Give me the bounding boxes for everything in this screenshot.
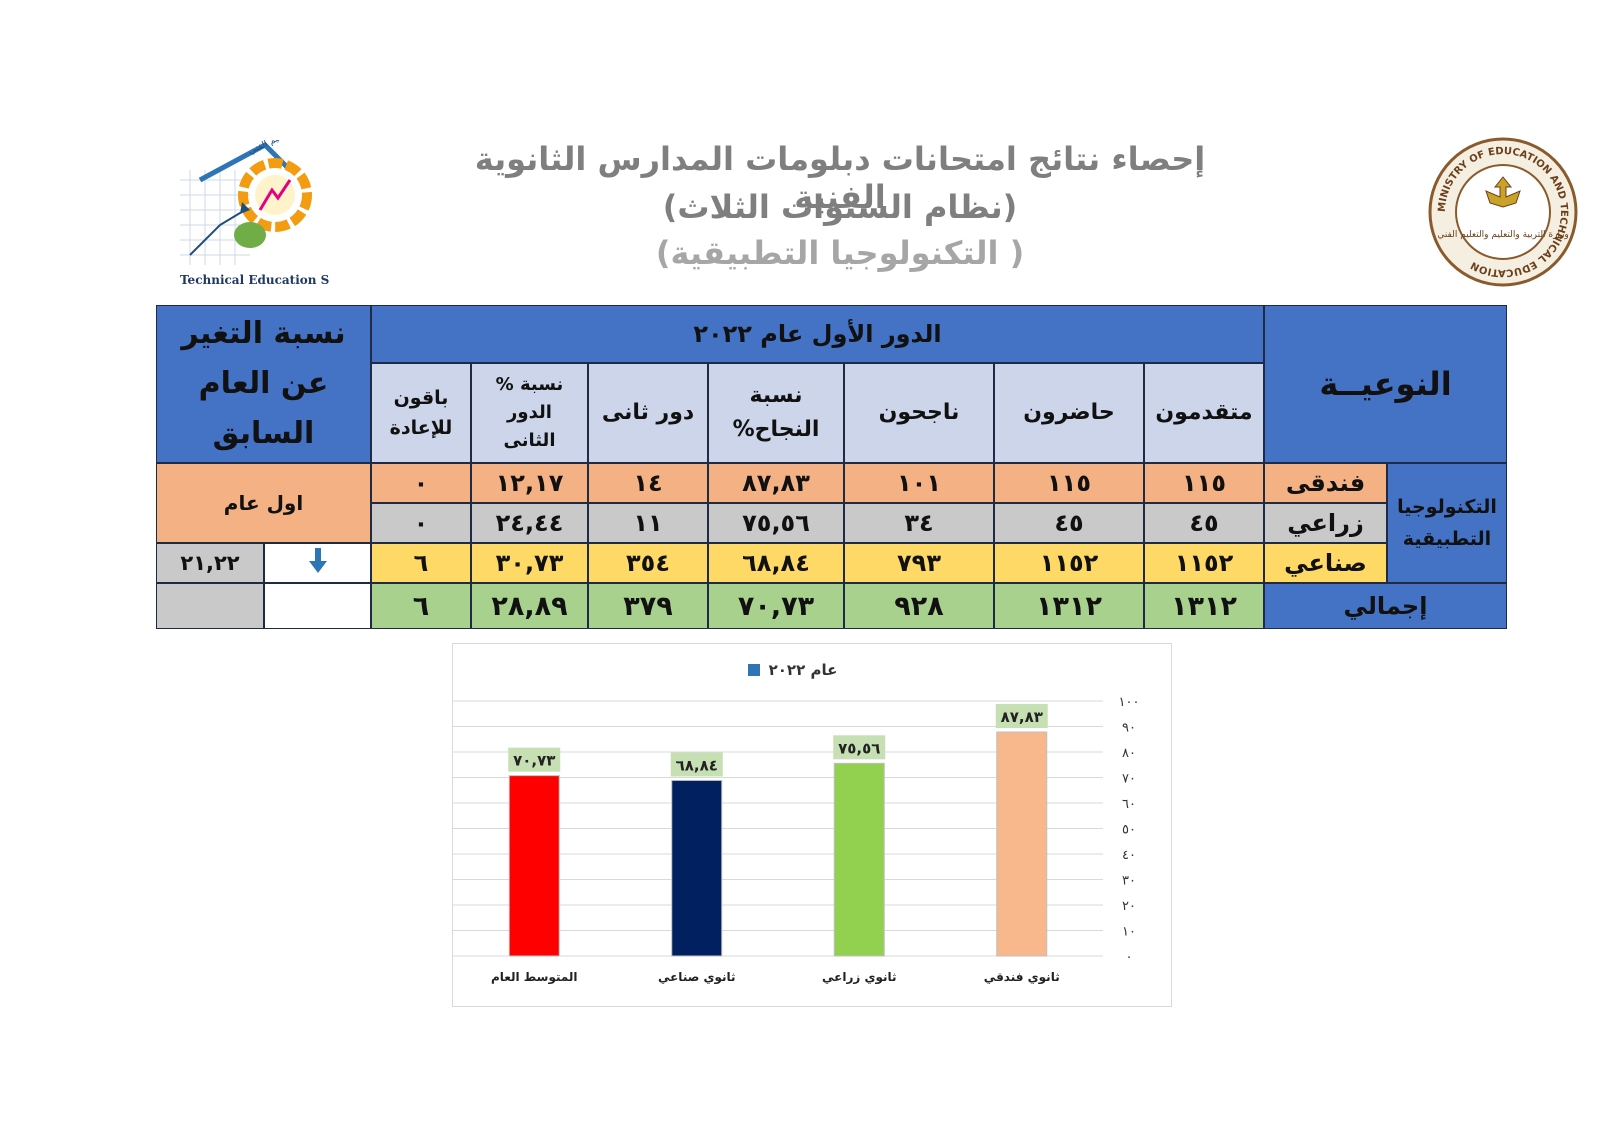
table-cell: ١٣١٢ [1144,583,1264,629]
round-header: الدور الأول عام ٢٠٢٢ [371,305,1264,363]
row-name-industrial: صناعي [1264,543,1387,583]
bar [671,779,723,957]
legend-swatch [748,664,760,676]
data-label: ٨٧,٨٣ [1001,708,1043,726]
table-cell: ١١٥ [994,463,1144,503]
category-label: ثانوي صناعي [658,970,736,985]
data-label: ٦٨,٨٤ [676,756,718,774]
table-cell: ١٠١ [844,463,994,503]
y-tick-label: ٥٠ [1122,823,1136,838]
table-cell: ٠ [371,463,471,503]
table-cell: ٦ [371,583,471,629]
table-cell: ٦٨,٨٤ [708,543,844,583]
col-header-second-round-rate: نسبة % الدور الثانى [471,363,588,463]
y-tick-label: ١٠٠ [1119,695,1140,710]
category-label: ثانوي زراعي [822,970,896,985]
table-cell: ١٤ [588,463,708,503]
data-label: ٧٠,٧٣ [513,752,555,770]
change-header: نسبة التغير عن العام السابق [156,305,371,463]
y-tick-label: ٨٠ [1122,746,1136,761]
type-header: النوعيــة [1264,305,1507,463]
table-cell: ١١ [588,503,708,543]
change-value: ٢١,٢٢ [156,543,264,583]
svg-text:وزارة التربية والتعليم والتعلي: وزارة التربية والتعليم والتعليم الفني [1437,230,1568,240]
page-subtitle: (نظام السنوات الثلاث) [662,188,1018,226]
row-name-total: إجمالي [1264,583,1507,629]
y-tick-label: ٠ [1126,950,1133,965]
col-header-attendees: حاضرون [994,363,1144,463]
table-cell: ٢٤,٤٤ [471,503,588,543]
y-tick-label: ٩٠ [1122,721,1136,736]
col-header-passed: ناجحون [844,363,994,463]
table-cell: ١١٥٢ [994,543,1144,583]
pass-rate-chart: ٠ ١٠ ٢٠ ٣٠ ٤٠ ٥٠ ٦٠ ٧٠ ٨٠ ٩٠ ١٠٠ عام ٢٠٢٢ ٨٧,٨٣ ثانوي… [452,643,1172,1007]
page-subtitle-section: ( التكنولوجيا التطبيقية) [655,234,1025,272]
data-label-box [833,735,886,760]
table-cell: ٦ [371,543,471,583]
table-cell: ٠ [371,503,471,543]
table-cell: ٤٥ [994,503,1144,543]
table-cell: ١١٥ [1144,463,1264,503]
table-cell: ٩٢٨ [844,583,994,629]
row-name-hotel: فندقى [1264,463,1387,503]
table-cell: ٧٩٣ [844,543,994,583]
y-tick-label: ٢٠ [1122,899,1136,914]
first-year-label: اول عام [156,463,371,543]
data-label-box [670,752,723,777]
table-cell: ٨٧,٨٣ [708,463,844,503]
y-tick-label: ٦٠ [1122,797,1136,812]
group-label: التكنولوجيا التطبيقية [1387,463,1507,583]
bar [508,775,560,957]
category-label: ثانوي فندقي [984,970,1060,985]
table-cell: ٧٠,٧٣ [708,583,844,629]
y-tick-label: ٧٠ [1122,772,1136,787]
table-cell: ١٣١٢ [994,583,1144,629]
table-cell: ٣٧٩ [588,583,708,629]
col-header-applicants: متقدمون [1144,363,1264,463]
ministry-seal-logo: MINISTRY OF EDUCATION AND TECHNICAL EDUC… [1428,137,1578,287]
table-cell: ٧٥,٥٦ [708,503,844,543]
table-cell: ١١٥٢ [1144,543,1264,583]
col-header-second-round: دور ثانى [588,363,708,463]
technical-education-logo: قطاع التعليم الفني Technical Education S… [180,118,365,290]
col-header-pass-rate: نسبة النجاح% [708,363,844,463]
table-cell: ٣٤ [844,503,994,543]
y-tick-label: ٤٠ [1122,848,1136,863]
total-change-direction [264,583,371,629]
svg-text:Technical Education Sector: Technical Education Sector [180,273,330,287]
chart-canvas: ٠ ١٠ ٢٠ ٣٠ ٤٠ ٥٠ ٦٠ ٧٠ ٨٠ ٩٠ ١٠٠ عام ٢٠٢٢ ٨٧,٨٣ ثانوي… [453,661,1140,985]
results-table: نسبة التغير عن العام السابق الدور الأول … [156,305,1540,633]
data-label-box [508,747,561,772]
bar [996,731,1048,957]
y-tick-label: ٣٠ [1122,874,1136,889]
data-label-box [995,704,1048,729]
page-title: إحصاء نتائج امتحانات دبلومات المدارس الث… [474,140,1206,216]
total-change-value [156,583,264,629]
down-arrow-icon [308,548,328,578]
bar [833,762,885,957]
change-direction [264,543,371,583]
col-header-remaining: باقون للإعادة [371,363,471,463]
table-cell: ١٢,١٧ [471,463,588,503]
table-cell: ٢٨,٨٩ [471,583,588,629]
legend-label: عام ٢٠٢٢ [769,661,838,679]
y-tick-label: ١٠ [1122,925,1136,940]
table-cell: ٣٠,٧٣ [471,543,588,583]
table-cell: ٣٥٤ [588,543,708,583]
data-label: ٧٥,٥٦ [838,739,880,757]
svg-text:قطاع التعليم الفني: قطاع التعليم الفني [247,140,314,157]
row-name-agriculture: زراعي [1264,503,1387,543]
category-label: المتوسط العام [491,970,578,985]
table-cell: ٤٥ [1144,503,1264,543]
